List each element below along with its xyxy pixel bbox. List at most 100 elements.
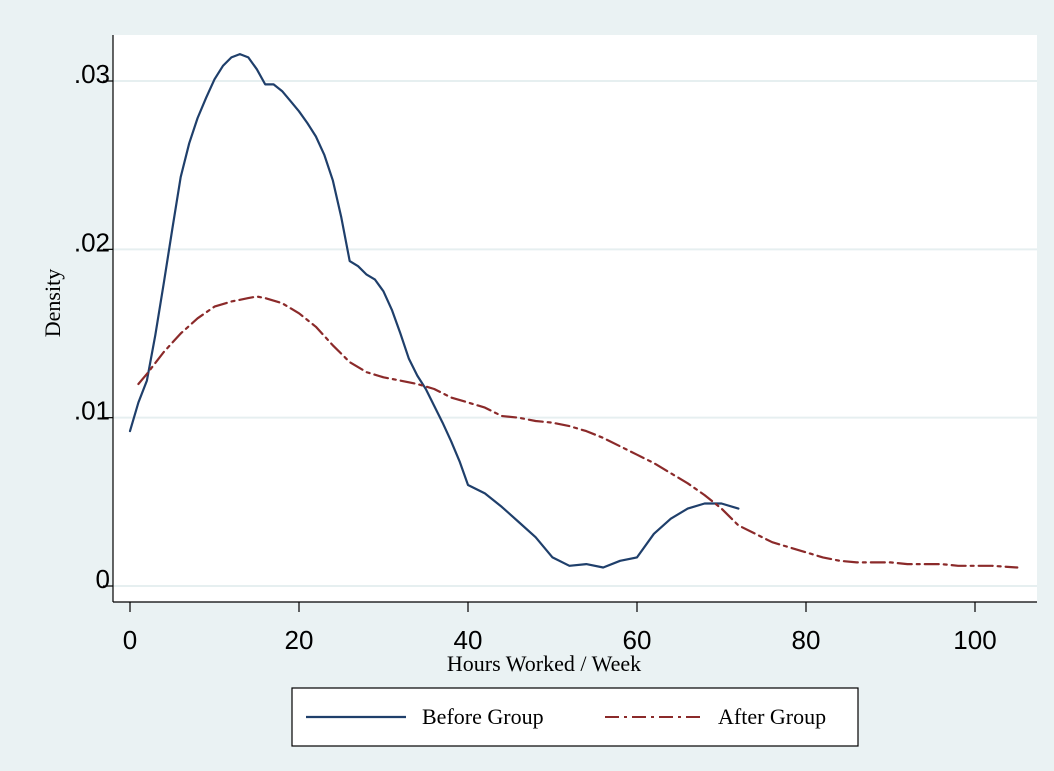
gridlines <box>113 80 1037 587</box>
data-point <box>256 295 258 297</box>
data-point <box>163 282 165 284</box>
data-point <box>340 216 342 218</box>
data-point <box>923 563 925 565</box>
data-point <box>383 290 385 292</box>
data-point <box>399 333 401 335</box>
data-point <box>315 136 317 138</box>
data-point <box>154 334 156 336</box>
data-point <box>890 561 892 563</box>
data-point <box>518 521 520 523</box>
legend: Before Group After Group <box>291 687 859 747</box>
data-point <box>450 396 452 398</box>
data-point <box>171 228 173 230</box>
data-point <box>222 65 224 67</box>
data-point <box>180 176 182 178</box>
data-point <box>484 407 486 409</box>
x-axis-title: Hours Worked / Week <box>447 651 641 676</box>
data-point <box>416 383 418 385</box>
data-point <box>484 492 486 494</box>
data-point <box>298 110 300 112</box>
y-tick-label-0: 0 <box>96 564 110 594</box>
y-tick-label-2: .02 <box>74 227 110 257</box>
data-point <box>247 297 249 299</box>
data-point <box>399 380 401 382</box>
data-point <box>1016 566 1018 568</box>
data-point <box>391 309 393 311</box>
y-tick-label-1: .01 <box>74 396 110 426</box>
data-point <box>518 417 520 419</box>
data-point <box>721 503 723 505</box>
series-line-after <box>137 295 1019 569</box>
data-point <box>856 561 858 563</box>
data-point <box>636 454 638 456</box>
data-point <box>535 536 537 538</box>
y-axis-title: Density <box>40 269 65 337</box>
data-point <box>281 90 283 92</box>
data-point <box>416 375 418 377</box>
y-ticks: 0 .01 .02 .03 <box>74 59 113 594</box>
data-point <box>332 179 334 181</box>
data-point <box>290 100 292 102</box>
data-point <box>552 556 554 558</box>
data-point <box>137 402 139 404</box>
data-point <box>230 56 232 58</box>
data-point <box>459 460 461 462</box>
data-point <box>535 420 537 422</box>
data-point <box>501 415 503 417</box>
data-point <box>298 312 300 314</box>
data-point <box>805 551 807 553</box>
x-tick-label-5: 100 <box>953 625 996 655</box>
data-point <box>433 405 435 407</box>
x-ticks: 0 20 40 60 80 100 <box>123 602 997 655</box>
data-point <box>188 142 190 144</box>
data-point <box>754 533 756 535</box>
data-point <box>721 508 723 510</box>
x-tick-label-2: 40 <box>454 625 483 655</box>
data-point <box>670 472 672 474</box>
y-tick-label-3: .03 <box>74 59 110 89</box>
data-point <box>585 563 587 565</box>
data-point <box>501 506 503 508</box>
data-point <box>839 560 841 562</box>
data-point <box>425 388 427 390</box>
data-point <box>247 56 249 58</box>
data-point <box>653 533 655 535</box>
data-point <box>873 561 875 563</box>
data-point <box>788 546 790 548</box>
data-point <box>467 402 469 404</box>
data-point <box>670 518 672 520</box>
data-point <box>619 560 621 562</box>
data-point <box>357 265 359 267</box>
data-point <box>687 508 689 510</box>
x-tick-label-3: 60 <box>623 625 652 655</box>
plot-area <box>113 35 1037 602</box>
data-point <box>704 494 706 496</box>
data-point <box>264 297 266 299</box>
data-point <box>197 117 199 119</box>
data-point <box>129 430 131 432</box>
data-point <box>408 358 410 360</box>
data-point <box>974 565 976 567</box>
data-point <box>281 302 283 304</box>
data-point <box>146 373 148 375</box>
data-point <box>737 524 739 526</box>
data-point <box>349 260 351 262</box>
data-point <box>585 430 587 432</box>
data-point <box>636 556 638 558</box>
data-point <box>653 462 655 464</box>
data-point <box>315 326 317 328</box>
data-point <box>214 78 216 80</box>
data-point <box>163 351 165 353</box>
data-point <box>374 279 376 281</box>
series-line-before <box>128 52 740 569</box>
data-point <box>450 440 452 442</box>
data-point <box>383 376 385 378</box>
data-point <box>957 565 959 567</box>
data-point <box>940 563 942 565</box>
legend-label-before: Before Group <box>422 704 544 729</box>
x-tick-label-4: 80 <box>792 625 821 655</box>
data-point <box>687 482 689 484</box>
data-point <box>433 388 435 390</box>
data-point <box>771 541 773 543</box>
